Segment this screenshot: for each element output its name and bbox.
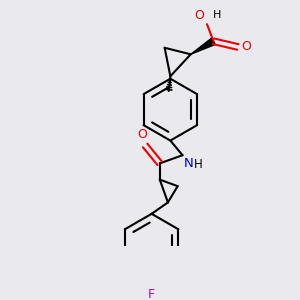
Text: O: O <box>241 40 251 53</box>
Text: H: H <box>194 158 203 172</box>
Polygon shape <box>191 38 215 54</box>
Text: O: O <box>195 9 205 22</box>
Text: N: N <box>184 157 194 170</box>
Text: O: O <box>138 128 148 141</box>
Text: H: H <box>213 10 221 20</box>
Text: F: F <box>148 288 155 300</box>
